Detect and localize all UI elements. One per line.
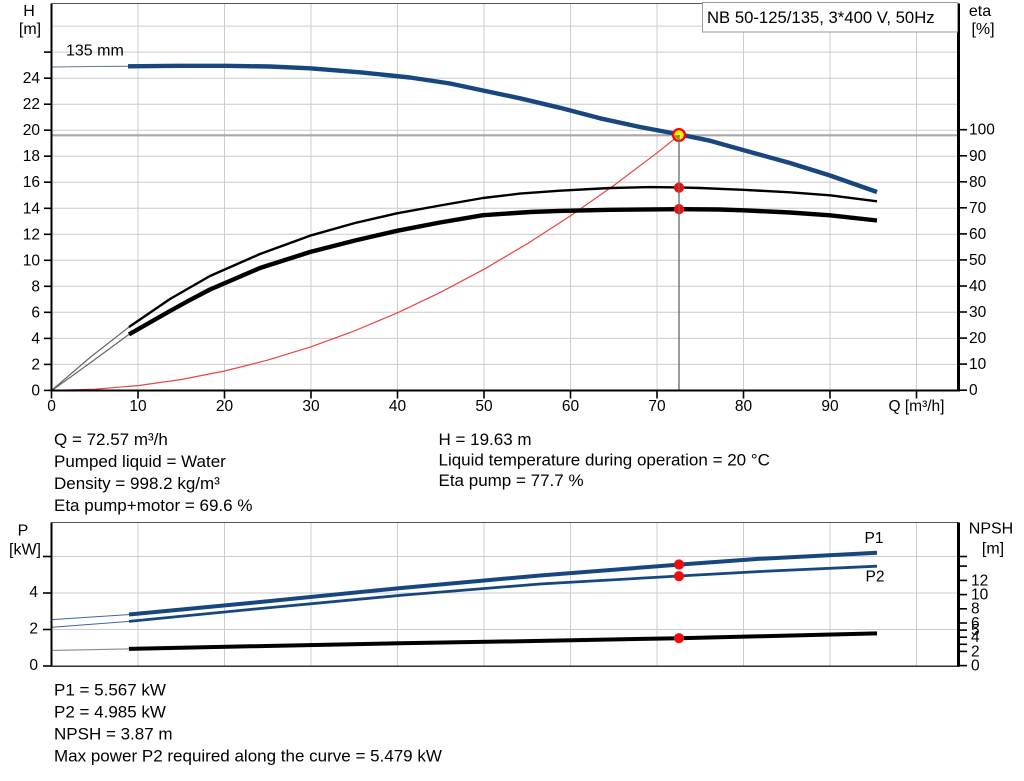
svg-text:30: 30 bbox=[969, 304, 987, 321]
svg-text:H = 19.63 m: H = 19.63 m bbox=[439, 430, 532, 449]
svg-text:16: 16 bbox=[23, 174, 40, 191]
svg-text:50: 50 bbox=[969, 252, 987, 269]
svg-text:10: 10 bbox=[971, 587, 989, 604]
svg-text:Liquid temperature during oper: Liquid temperature during operation = 20… bbox=[439, 451, 770, 470]
svg-text:P: P bbox=[18, 523, 29, 540]
svg-text:40: 40 bbox=[969, 278, 987, 295]
svg-text:12: 12 bbox=[23, 226, 40, 243]
svg-text:90: 90 bbox=[821, 398, 839, 415]
svg-text:20: 20 bbox=[216, 398, 234, 415]
svg-text:70: 70 bbox=[969, 200, 987, 217]
svg-text:5: 5 bbox=[971, 622, 980, 639]
svg-text:10: 10 bbox=[23, 252, 41, 269]
svg-text:8: 8 bbox=[31, 278, 40, 295]
svg-text:[m]: [m] bbox=[19, 21, 41, 38]
svg-text:24: 24 bbox=[23, 70, 41, 87]
svg-text:18: 18 bbox=[23, 148, 40, 165]
svg-text:Density = 998.2 kg/m³: Density = 998.2 kg/m³ bbox=[54, 474, 220, 493]
svg-text:20: 20 bbox=[23, 122, 41, 139]
svg-text:NB 50-125/135, 3*400 V, 50Hz: NB 50-125/135, 3*400 V, 50Hz bbox=[707, 8, 935, 27]
svg-text:8: 8 bbox=[971, 601, 980, 618]
svg-text:30: 30 bbox=[302, 398, 320, 415]
svg-text:60: 60 bbox=[969, 226, 987, 243]
svg-text:Q = 72.57 m³/h: Q = 72.57 m³/h bbox=[54, 430, 168, 449]
svg-text:[%]: [%] bbox=[971, 21, 994, 38]
svg-text:4: 4 bbox=[29, 584, 38, 601]
svg-text:90: 90 bbox=[969, 148, 987, 165]
svg-text:Eta pump+motor = 69.6 %: Eta pump+motor = 69.6 % bbox=[54, 496, 252, 515]
svg-text:eta: eta bbox=[969, 3, 991, 20]
svg-text:P2: P2 bbox=[866, 569, 885, 586]
svg-text:NPSH = 3.87 m: NPSH = 3.87 m bbox=[54, 725, 173, 744]
svg-text:2: 2 bbox=[31, 356, 40, 373]
svg-text:H: H bbox=[23, 3, 35, 20]
svg-text:40: 40 bbox=[389, 398, 407, 415]
svg-text:100: 100 bbox=[969, 122, 995, 139]
svg-text:6: 6 bbox=[31, 304, 40, 321]
svg-text:4: 4 bbox=[31, 330, 40, 347]
svg-text:22: 22 bbox=[23, 96, 40, 113]
svg-text:4: 4 bbox=[971, 629, 980, 646]
svg-text:0: 0 bbox=[31, 382, 40, 399]
svg-text:12: 12 bbox=[971, 572, 988, 589]
svg-text:0: 0 bbox=[969, 382, 978, 399]
svg-text:0: 0 bbox=[29, 657, 38, 674]
svg-text:80: 80 bbox=[969, 174, 987, 191]
svg-text:2: 2 bbox=[29, 621, 38, 638]
svg-text:14: 14 bbox=[23, 200, 41, 217]
svg-text:[kW]: [kW] bbox=[9, 542, 41, 559]
svg-text:[m]: [m] bbox=[982, 540, 1004, 557]
svg-text:0: 0 bbox=[971, 658, 980, 675]
svg-text:60: 60 bbox=[562, 398, 580, 415]
svg-text:10: 10 bbox=[969, 356, 987, 373]
svg-text:20: 20 bbox=[969, 330, 987, 347]
svg-text:6: 6 bbox=[971, 615, 980, 632]
svg-text:P1: P1 bbox=[865, 530, 884, 547]
svg-text:Max power P2 required along th: Max power P2 required along the curve = … bbox=[54, 747, 442, 766]
svg-text:50: 50 bbox=[475, 398, 493, 415]
svg-text:Q [m³/h]: Q [m³/h] bbox=[889, 398, 945, 415]
svg-text:Eta pump = 77.7 %: Eta pump = 77.7 % bbox=[439, 471, 584, 490]
svg-text:135 mm: 135 mm bbox=[66, 43, 124, 60]
svg-text:80: 80 bbox=[735, 398, 753, 415]
svg-text:2: 2 bbox=[971, 643, 980, 660]
svg-text:P1 = 5.567 kW: P1 = 5.567 kW bbox=[54, 681, 166, 700]
svg-text:70: 70 bbox=[648, 398, 666, 415]
svg-text:Pumped liquid = Water: Pumped liquid = Water bbox=[54, 452, 226, 471]
svg-text:10: 10 bbox=[129, 398, 147, 415]
svg-text:P2 = 4.985 kW: P2 = 4.985 kW bbox=[54, 703, 166, 722]
svg-text:0: 0 bbox=[47, 398, 56, 415]
svg-text:NPSH: NPSH bbox=[969, 521, 1013, 538]
